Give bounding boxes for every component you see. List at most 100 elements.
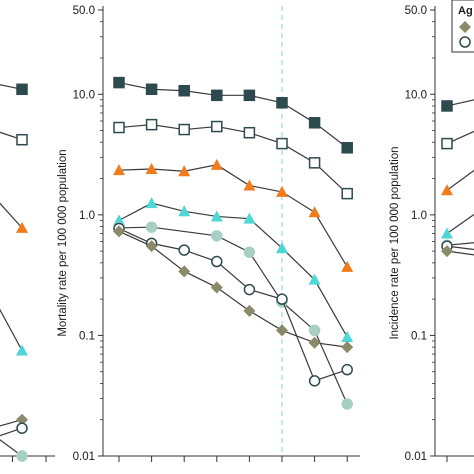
data-point — [243, 246, 256, 258]
right-y-tick-label: 50.0 — [405, 5, 427, 17]
data-point — [341, 398, 353, 410]
middle-y-tick-label: 0.01 — [73, 451, 95, 463]
data-point — [341, 260, 354, 272]
data-point — [178, 244, 190, 256]
left-series-line — [0, 427, 23, 437]
data-point — [178, 265, 191, 278]
left-series-triangle-down — [0, 202, 28, 233]
data-point — [341, 142, 353, 154]
data-point — [441, 227, 453, 239]
data-point — [211, 120, 223, 133]
data-point — [341, 187, 353, 200]
right-series-diamond — [441, 245, 474, 258]
right-series-line — [446, 99, 474, 107]
left-series-line — [0, 419, 23, 427]
data-point — [276, 293, 288, 305]
data-point — [308, 375, 321, 387]
middle-series-square-filled — [113, 76, 353, 154]
middle-y-tick-label: 1.0 — [79, 210, 95, 222]
data-point — [276, 324, 288, 337]
data-point — [210, 210, 223, 222]
data-point — [113, 214, 125, 226]
left-series-line — [0, 439, 23, 457]
data-point — [210, 158, 223, 170]
right-series-line — [446, 130, 474, 145]
data-point — [276, 242, 288, 254]
right-series-square-open — [441, 130, 474, 150]
data-point — [16, 413, 28, 426]
middle-y-tick-label: 0.1 — [79, 330, 95, 342]
data-point — [145, 221, 158, 233]
data-point — [145, 83, 158, 96]
data-point — [210, 281, 223, 294]
right-y-tick-label: 0.01 — [405, 451, 427, 463]
middle-series-diamond — [113, 225, 354, 354]
data-point — [276, 137, 288, 150]
data-point — [308, 117, 321, 129]
left-series-square-filled — [0, 83, 28, 96]
middle-series-triangle-up — [113, 197, 354, 343]
middle-y-tick-label: 10.0 — [73, 89, 95, 101]
legend: Ag — [451, 0, 474, 53]
data-point — [145, 240, 158, 253]
data-point — [16, 83, 28, 96]
data-point — [341, 363, 353, 376]
data-point — [441, 100, 453, 112]
left-series-diamond — [0, 413, 28, 427]
data-point — [243, 212, 256, 224]
data-point — [308, 324, 321, 337]
panel-middle: 0.01 0.1 1.0 10.0 50.0 Mortality rate per 100… — [57, 5, 360, 463]
right-y-tick-label: 1.0 — [411, 210, 427, 222]
middle-series-square-open — [113, 118, 353, 200]
right-y-tick-label: 0.1 — [411, 330, 427, 342]
middle-y-axis-title: Mortality rate per 100 000 population — [57, 149, 69, 336]
data-point — [178, 165, 191, 177]
data-point — [441, 137, 453, 150]
legend-marker-diamond — [459, 21, 471, 33]
right-series-square-filled — [441, 99, 474, 112]
data-point — [113, 164, 125, 176]
data-point — [276, 97, 288, 109]
right-series-line — [446, 169, 474, 191]
data-point — [16, 221, 28, 233]
left-series-circle-open — [0, 422, 28, 437]
data-point — [441, 184, 453, 196]
data-point — [145, 118, 158, 131]
data-point — [145, 197, 158, 209]
legend-title: Ag — [458, 5, 473, 17]
middle-series-line — [118, 230, 348, 348]
data-point — [178, 205, 191, 217]
data-point — [308, 273, 321, 285]
data-point — [441, 245, 453, 258]
data-point — [308, 157, 321, 169]
data-point — [16, 133, 28, 146]
right-y-tick-label: 10.0 — [405, 89, 427, 101]
data-point — [276, 185, 288, 197]
right-series-line — [446, 213, 474, 235]
legend-marker-circle-open — [459, 36, 471, 48]
panel-left — [0, 83, 55, 462]
right-series-line — [446, 242, 474, 246]
middle-series-triangle-down — [113, 158, 354, 272]
data-point — [341, 331, 354, 343]
right-series-triangle-up — [441, 213, 474, 239]
left-series-line — [0, 131, 23, 141]
data-point — [243, 126, 256, 139]
data-point — [243, 179, 256, 191]
data-point — [145, 163, 158, 175]
panel-right: 0.01 0.1 1.0 10.0 50.0 Incidence rate per 100… — [389, 0, 474, 463]
left-series-triangle-up — [0, 308, 28, 356]
data-point — [16, 344, 28, 356]
right-series-triangle-down — [441, 169, 474, 196]
data-point — [113, 225, 125, 238]
data-point — [178, 123, 190, 136]
right-y-axis-title: Incidence rate per 100 000 population — [389, 146, 401, 339]
data-point — [16, 450, 28, 462]
data-point — [243, 283, 256, 296]
data-point — [308, 336, 321, 349]
data-point — [243, 304, 256, 317]
left-series-line — [0, 308, 23, 351]
data-point — [243, 89, 256, 102]
left-series-circle-filled — [0, 439, 28, 462]
